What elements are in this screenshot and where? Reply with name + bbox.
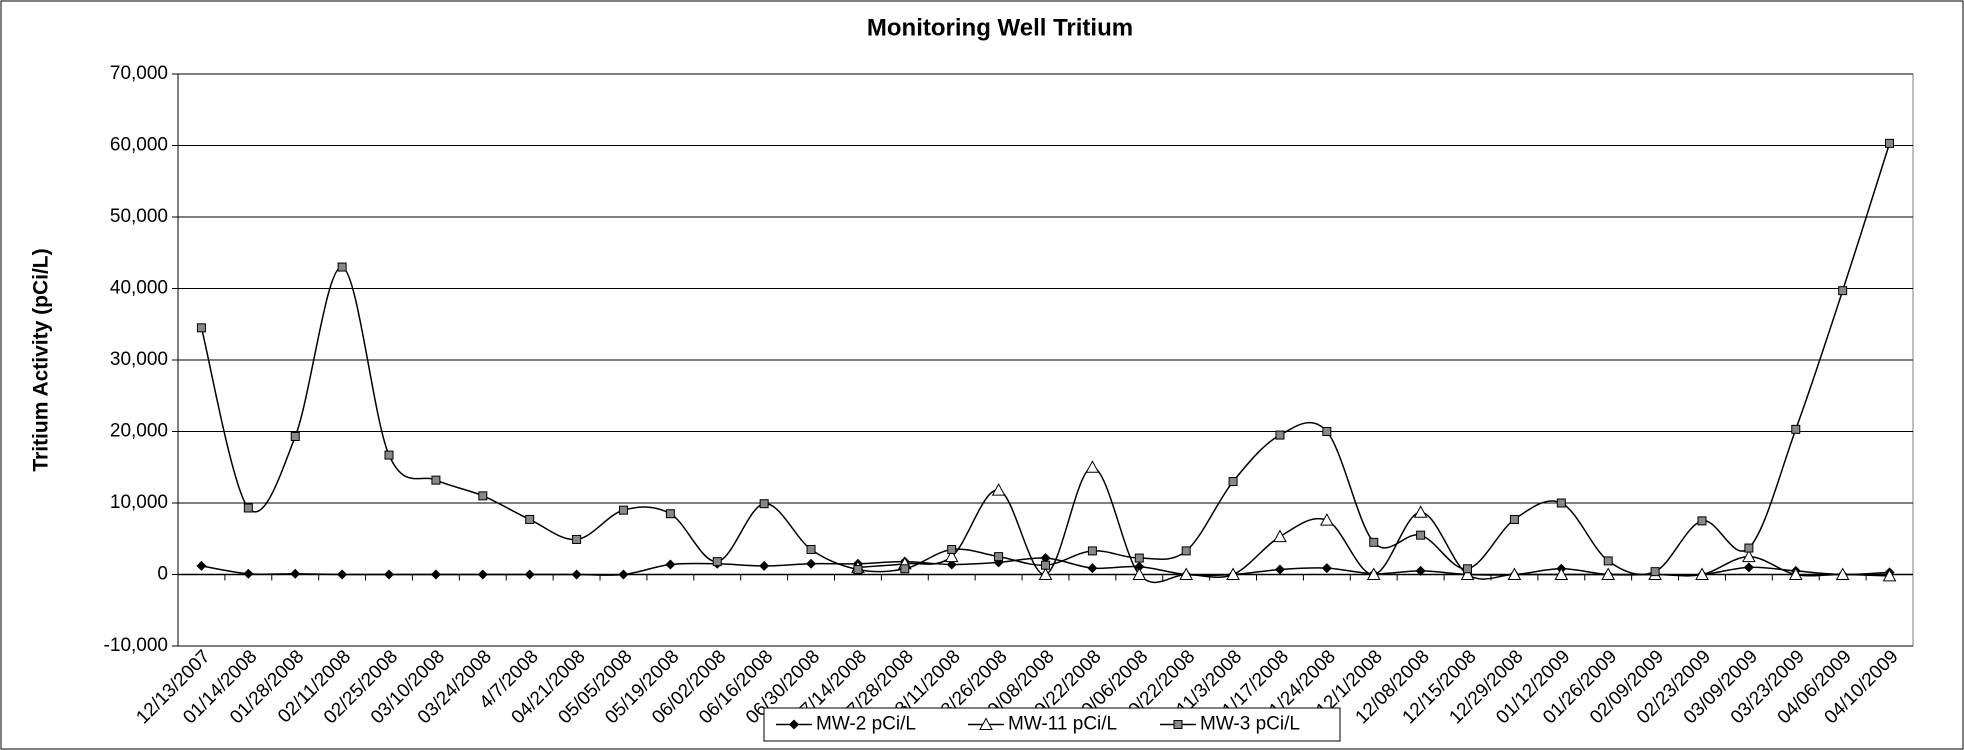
marker — [1882, 568, 1897, 582]
y-tick-label: 10,000 — [110, 492, 168, 513]
legend-box — [763, 707, 1341, 742]
y-tick-label: 0 — [157, 564, 168, 585]
marker — [525, 514, 535, 524]
marker — [853, 564, 863, 574]
marker — [290, 568, 301, 579]
marker — [944, 549, 959, 563]
marker — [196, 560, 207, 571]
marker — [1603, 556, 1613, 566]
marker — [665, 559, 676, 570]
marker — [1744, 543, 1754, 553]
marker — [994, 552, 1004, 562]
marker — [665, 509, 675, 519]
marker — [806, 544, 816, 554]
marker — [1275, 430, 1285, 440]
marker — [1697, 516, 1707, 526]
y-tick-label: 60,000 — [110, 135, 168, 156]
marker — [1556, 498, 1566, 508]
legend-label: MW-2 pCi/L — [816, 714, 916, 735]
marker — [1507, 567, 1522, 580]
marker — [1415, 565, 1426, 576]
marker — [1742, 549, 1756, 563]
marker — [806, 558, 817, 569]
marker — [1273, 529, 1287, 543]
legend: MW-2 pCi/L MW-11 pCi/L MW-3 pCi/L — [763, 707, 1341, 742]
y-tick-label: 30,000 — [110, 349, 168, 370]
marker — [979, 717, 993, 730]
marker — [1791, 424, 1801, 434]
marker — [431, 475, 441, 485]
marker — [947, 544, 957, 554]
chart-title: Monitoring Well Tritium — [867, 14, 1133, 41]
marker — [1554, 567, 1569, 580]
marker — [477, 569, 488, 580]
legend-label: MW-11 pCi/L — [1008, 714, 1117, 735]
marker — [1788, 567, 1803, 580]
y-tick-label: 40,000 — [110, 278, 168, 299]
marker — [1228, 477, 1238, 487]
marker — [759, 499, 769, 509]
marker — [1509, 514, 1519, 524]
marker — [1416, 530, 1426, 540]
marker — [1040, 553, 1051, 564]
marker — [337, 262, 347, 272]
marker — [524, 569, 535, 580]
marker — [1743, 562, 1754, 573]
marker — [618, 569, 629, 580]
y-tick-label: 70,000 — [110, 63, 168, 84]
marker — [1838, 286, 1848, 296]
marker — [243, 568, 254, 579]
y-tick-label: 50,000 — [110, 206, 168, 227]
y-tick-label: -10,000 — [104, 635, 168, 656]
marker — [1320, 513, 1334, 526]
marker — [1274, 564, 1285, 575]
marker — [478, 491, 488, 501]
marker — [1179, 567, 1194, 580]
series — [851, 460, 1897, 584]
y-tick-label: 20,000 — [110, 421, 168, 442]
marker — [1132, 567, 1147, 580]
marker — [1366, 567, 1381, 580]
marker — [1087, 546, 1097, 556]
marker — [1085, 460, 1100, 473]
marker — [789, 719, 799, 730]
marker — [1835, 567, 1850, 580]
marker — [1038, 567, 1053, 580]
marker — [618, 505, 628, 515]
marker — [991, 483, 1006, 496]
marker — [337, 569, 348, 580]
marker — [1601, 567, 1616, 580]
marker — [1413, 505, 1428, 518]
marker — [384, 569, 395, 580]
marker — [1322, 427, 1332, 436]
marker — [900, 564, 910, 574]
marker — [571, 569, 582, 580]
series — [196, 138, 1895, 577]
legend-label: MW-3 pCi/L — [1200, 714, 1300, 735]
marker — [1695, 567, 1709, 580]
marker — [712, 557, 722, 567]
marker — [384, 450, 394, 460]
marker — [759, 560, 770, 571]
marker — [1134, 561, 1145, 572]
marker — [430, 569, 441, 580]
marker — [1041, 560, 1050, 570]
marker — [1321, 563, 1332, 574]
marker — [1134, 553, 1144, 563]
marker — [290, 432, 300, 442]
marker — [1463, 564, 1473, 574]
marker — [1226, 567, 1240, 580]
marker — [572, 534, 582, 544]
marker — [1173, 720, 1183, 729]
y-axis-label: Tritium Activity (pCi/L) — [30, 248, 53, 471]
marker — [1369, 537, 1379, 547]
marker — [196, 323, 206, 333]
marker — [1181, 546, 1191, 556]
marker — [1460, 567, 1475, 580]
marker — [1650, 567, 1660, 577]
marker — [1885, 138, 1895, 148]
marker — [243, 503, 253, 513]
marker — [1087, 563, 1098, 574]
